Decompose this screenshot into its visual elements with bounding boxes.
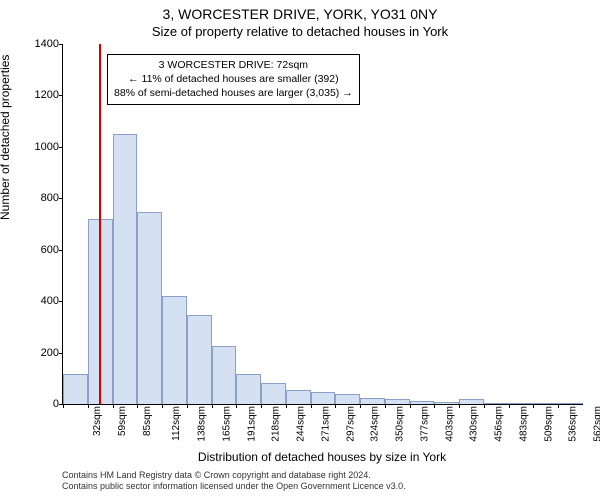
footer-line-2: Contains public sector information licen… xyxy=(62,481,592,492)
x-tick-label: 324sqm xyxy=(370,406,381,442)
legend-line-3: 88% of semi-detached houses are larger (… xyxy=(114,86,353,100)
y-tick-mark xyxy=(59,44,63,45)
x-tick-mark xyxy=(113,404,114,408)
x-tick-label: 297sqm xyxy=(345,406,356,442)
x-tick-mark xyxy=(410,404,411,408)
x-tick-label: 244sqm xyxy=(296,406,307,442)
x-tick-label: 483sqm xyxy=(519,406,530,442)
y-tick-label: 600 xyxy=(29,244,59,256)
histogram-bar xyxy=(484,403,509,404)
x-tick-mark xyxy=(533,404,534,408)
x-tick-mark xyxy=(212,404,213,408)
marker-line xyxy=(99,44,101,404)
histogram-bar xyxy=(410,401,435,404)
x-tick-label: 165sqm xyxy=(221,406,232,442)
x-tick-label: 112sqm xyxy=(171,406,182,441)
histogram-bar xyxy=(212,346,237,404)
x-tick-label: 138sqm xyxy=(197,406,208,442)
x-tick-mark xyxy=(236,404,237,408)
x-tick-label: 430sqm xyxy=(469,406,480,442)
histogram-bar xyxy=(335,394,360,404)
x-tick-mark xyxy=(137,404,138,408)
x-tick-mark xyxy=(88,404,89,408)
x-tick-mark xyxy=(335,404,336,408)
y-tick-label: 400 xyxy=(29,295,59,307)
histogram-bar xyxy=(162,296,187,404)
x-tick-label: 536sqm xyxy=(568,406,579,442)
title-main: 3, WORCESTER DRIVE, YORK, YO31 0NY xyxy=(0,6,600,22)
histogram-bar xyxy=(459,399,484,404)
x-tick-label: 191sqm xyxy=(246,406,257,442)
histogram-bar xyxy=(187,315,212,404)
x-tick-mark xyxy=(385,404,386,408)
y-tick-label: 0 xyxy=(29,398,59,410)
x-tick-mark xyxy=(261,404,262,408)
x-tick-label: 377sqm xyxy=(419,406,430,442)
x-tick-mark xyxy=(63,404,64,408)
y-tick-label: 800 xyxy=(29,192,59,204)
x-tick-mark xyxy=(286,404,287,408)
x-tick-label: 403sqm xyxy=(444,406,455,442)
histogram-bar xyxy=(434,402,459,404)
x-tick-label: 59sqm xyxy=(117,406,128,436)
x-tick-label: 218sqm xyxy=(271,406,282,442)
legend-box: 3 WORCESTER DRIVE: 72sqm← 11% of detache… xyxy=(107,54,360,105)
title-sub: Size of property relative to detached ho… xyxy=(0,24,600,39)
x-tick-label: 85sqm xyxy=(142,406,153,436)
histogram-bar xyxy=(509,403,534,404)
legend-line-2: ← 11% of detached houses are smaller (39… xyxy=(114,72,353,86)
y-tick-label: 1000 xyxy=(29,141,59,153)
x-axis-label: Distribution of detached houses by size … xyxy=(62,450,582,464)
x-tick-label: 456sqm xyxy=(494,406,505,442)
x-tick-mark xyxy=(558,404,559,408)
x-tick-label: 271sqm xyxy=(320,406,331,442)
plot-area: 020040060080010001200140032sqm59sqm85sqm… xyxy=(62,44,583,405)
chart-root: 3, WORCESTER DRIVE, YORK, YO31 0NY Size … xyxy=(0,0,600,500)
histogram-bar xyxy=(236,374,261,404)
histogram-bar xyxy=(360,398,385,404)
x-tick-mark xyxy=(360,404,361,408)
y-tick-mark xyxy=(59,147,63,148)
x-tick-label: 32sqm xyxy=(92,406,103,436)
x-tick-mark xyxy=(162,404,163,408)
y-tick-mark xyxy=(59,250,63,251)
y-tick-label: 200 xyxy=(29,347,59,359)
y-tick-mark xyxy=(59,95,63,96)
footer-line-1: Contains HM Land Registry data © Crown c… xyxy=(62,470,592,481)
y-tick-mark xyxy=(59,301,63,302)
x-tick-label: 562sqm xyxy=(593,406,600,442)
histogram-bar xyxy=(261,383,286,404)
y-tick-label: 1200 xyxy=(29,89,59,101)
y-tick-label: 1400 xyxy=(29,38,59,50)
histogram-bar xyxy=(311,392,336,404)
x-tick-label: 509sqm xyxy=(543,406,554,442)
x-tick-mark xyxy=(459,404,460,408)
footer-credits: Contains HM Land Registry data © Crown c… xyxy=(62,470,592,493)
histogram-bar xyxy=(385,399,410,404)
histogram-bar xyxy=(286,390,311,404)
y-axis-label: Number of detached properties xyxy=(0,55,12,220)
x-tick-mark xyxy=(311,404,312,408)
histogram-bar xyxy=(63,374,88,404)
histogram-bar xyxy=(533,403,558,404)
x-tick-mark xyxy=(434,404,435,408)
legend-line-1: 3 WORCESTER DRIVE: 72sqm xyxy=(114,58,353,72)
x-tick-mark xyxy=(484,404,485,408)
x-tick-mark xyxy=(509,404,510,408)
y-tick-mark xyxy=(59,353,63,354)
histogram-bar xyxy=(558,403,583,404)
y-tick-mark xyxy=(59,198,63,199)
x-tick-mark xyxy=(187,404,188,408)
x-tick-label: 350sqm xyxy=(395,406,406,442)
histogram-bar xyxy=(113,134,138,405)
histogram-bar xyxy=(137,212,162,404)
